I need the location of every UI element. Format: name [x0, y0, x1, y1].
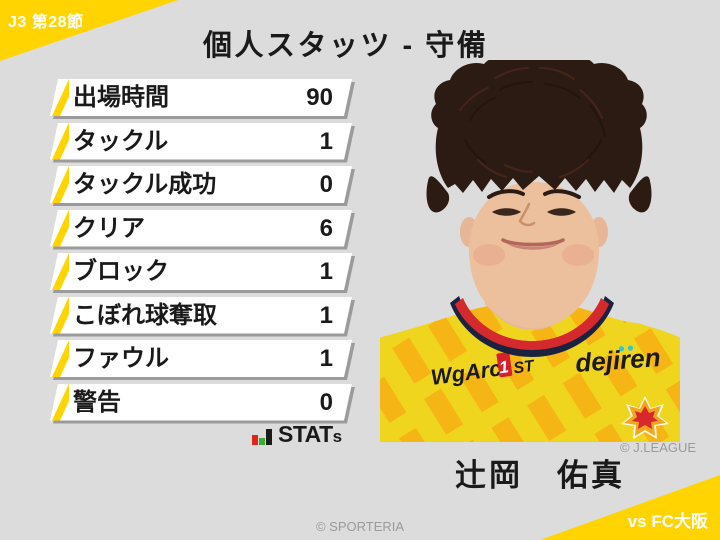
svg-text:ST: ST — [512, 358, 536, 378]
svg-text:dejiren: dejiren — [574, 342, 661, 378]
